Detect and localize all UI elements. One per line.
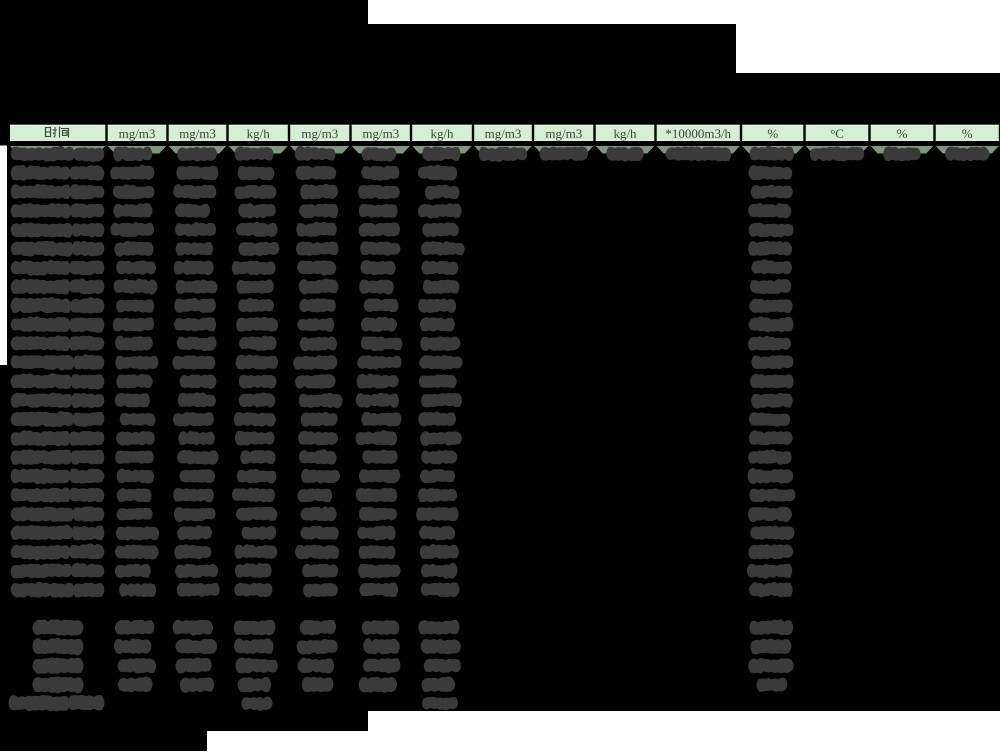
- svg-text:mg/m3: mg/m3: [119, 126, 156, 141]
- svg-text:mg/m3: mg/m3: [179, 126, 216, 141]
- svg-text:mg/m3: mg/m3: [362, 126, 399, 141]
- svg-text:°C: °C: [830, 126, 844, 141]
- svg-text:%: %: [897, 126, 908, 141]
- svg-text:*10000m3/h: *10000m3/h: [665, 126, 731, 141]
- svg-text:%: %: [767, 126, 778, 141]
- svg-text:%: %: [962, 126, 973, 141]
- svg-text:mg/m3: mg/m3: [301, 126, 338, 141]
- svg-text:kg/h: kg/h: [430, 126, 454, 141]
- svg-text:mg/m3: mg/m3: [485, 126, 522, 141]
- svg-text:kg/h: kg/h: [247, 126, 271, 141]
- svg-text:mg/m3: mg/m3: [545, 126, 582, 141]
- svg-text:kg/h: kg/h: [613, 126, 637, 141]
